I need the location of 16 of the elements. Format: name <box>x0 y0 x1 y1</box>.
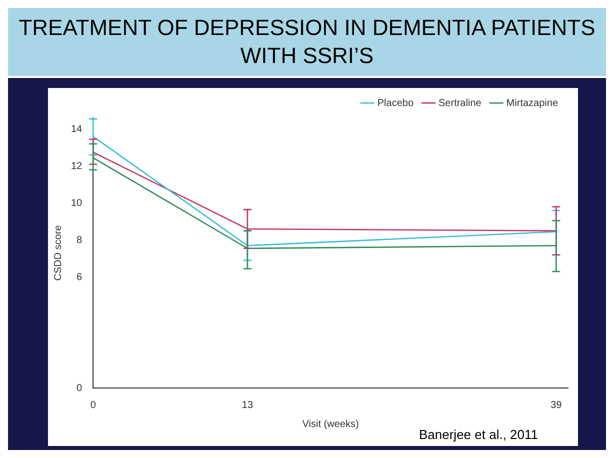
x-axis-title: Visit (weeks) <box>302 418 359 430</box>
y-tick-label: 10 <box>71 198 83 209</box>
text: Banerjee et al., 2011 <box>418 427 538 442</box>
y-tick-label: 12 <box>71 160 83 172</box>
y-tick-label: 6 <box>76 272 83 283</box>
x-tick-label: 13 <box>242 400 254 411</box>
y-axis-title: CSDD score <box>52 224 64 281</box>
legend-label: Mirtazapine <box>506 98 558 109</box>
chart-title: TREATMENT OF DEPRESSION IN DEMENTIA PATIENTS WITH SSRI’S <box>8 8 606 78</box>
x-tick-label: 39 <box>550 400 562 411</box>
legend-label: Placebo <box>377 98 414 109</box>
y-tick-label: 14 <box>71 124 83 135</box>
x-tick-label: 0 <box>90 400 96 411</box>
y-tick-label: 0 <box>76 382 83 394</box>
y-tick-label: 8 <box>76 234 83 246</box>
legend-label: Sertraline <box>438 98 482 109</box>
